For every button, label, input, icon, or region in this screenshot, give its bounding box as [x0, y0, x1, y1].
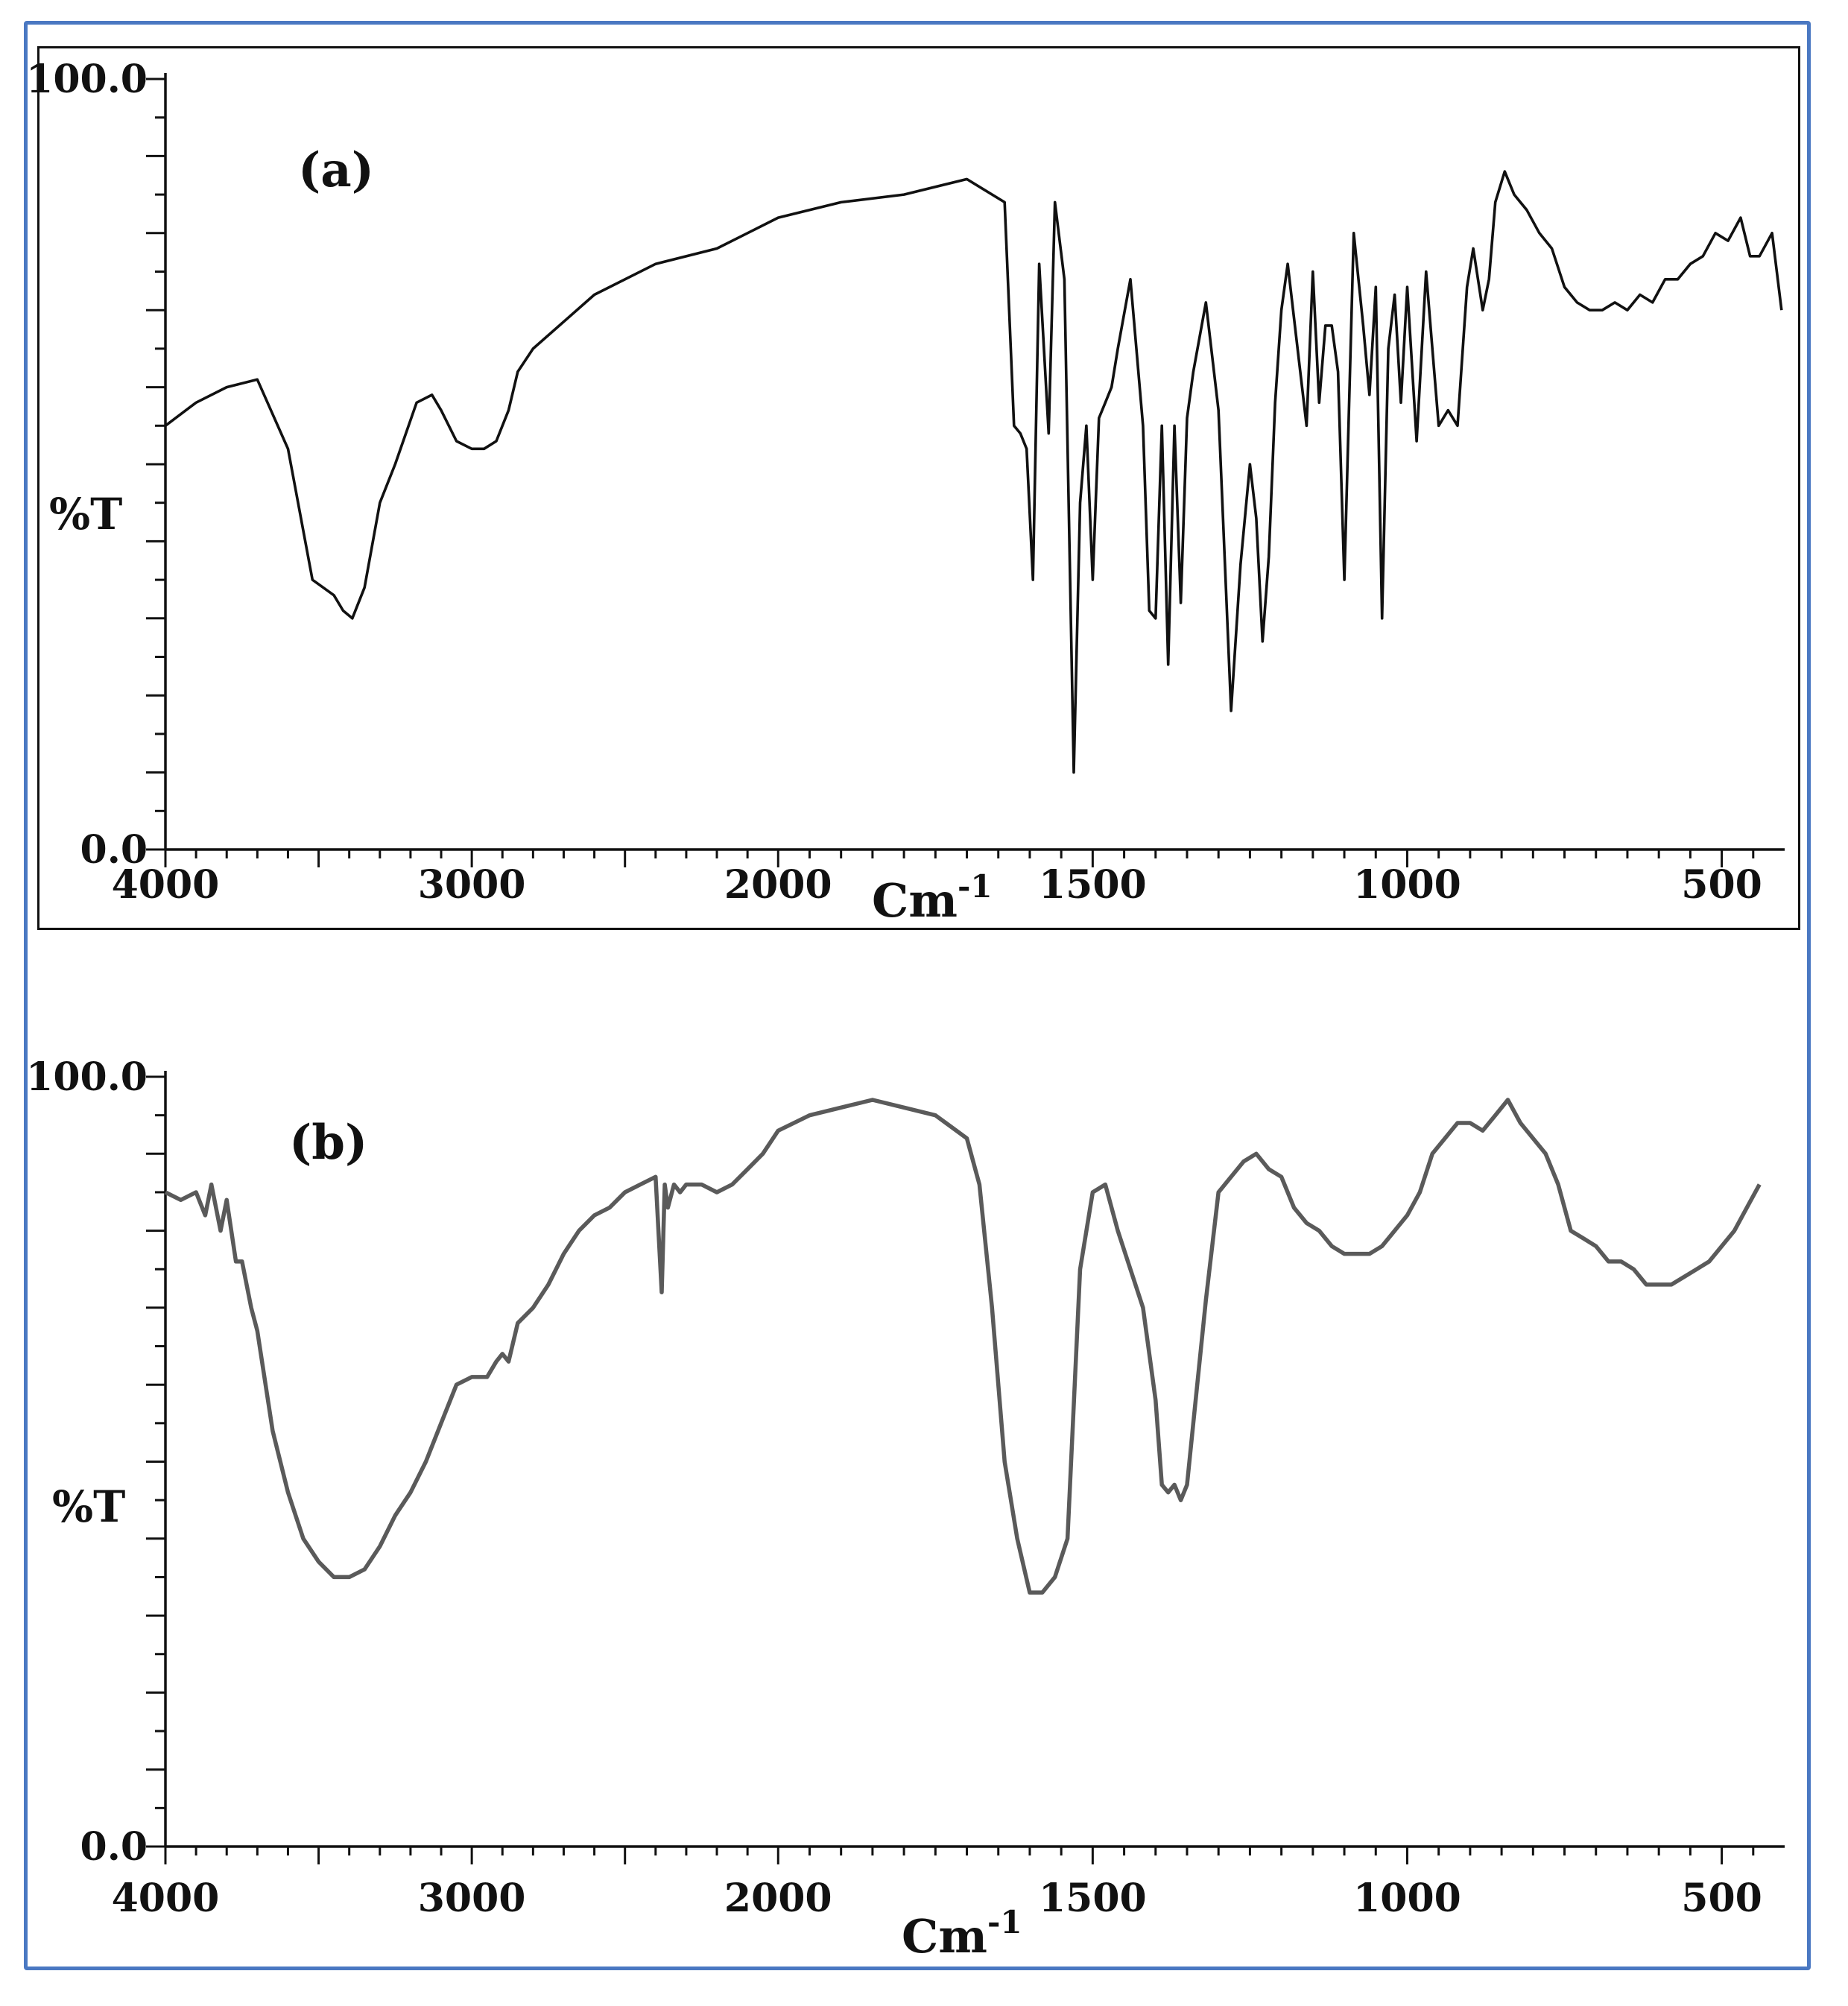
x-tick-label: 1000	[1353, 862, 1461, 908]
x-tick-label: 500	[1681, 862, 1762, 908]
x-tick-label: 2000	[724, 1876, 832, 1921]
panel-a-axes	[164, 73, 1785, 851]
panel-a-ticks	[146, 77, 1755, 867]
x-tick-label: 3000	[418, 1876, 526, 1921]
panel-b-axes	[164, 1071, 1785, 1848]
x-tick-label: 4000	[112, 862, 220, 908]
x-tick-label: 2000	[724, 862, 832, 908]
panel-b: (b) %T Cm-1 100.0 0.0 4000 3000 2000 1500 1000…	[26, 1054, 1785, 1964]
x-tick-label: 1500	[1039, 862, 1147, 908]
figure-frame	[24, 21, 1811, 1970]
panel-a-spectrum-line	[164, 170, 1783, 774]
panel-a-border	[37, 46, 1800, 930]
panel-b-ticks	[146, 1075, 1755, 1864]
panel-b-label: (b)	[289, 1115, 367, 1171]
panel-b-ylabel: %T	[52, 1481, 125, 1532]
y-tick-label: 0.0	[80, 1824, 148, 1870]
panel-a-xlabel: Cm-1	[872, 868, 993, 928]
x-tick-label: 1000	[1353, 1876, 1461, 1921]
panel-a-ylabel: %T	[49, 489, 122, 540]
x-tick-label: 500	[1681, 1876, 1762, 1921]
x-tick-label: 4000	[112, 1876, 220, 1921]
y-tick-label: 0.0	[80, 827, 148, 873]
x-tick-label: 3000	[418, 862, 526, 908]
x-tick-label: 1500	[1039, 1876, 1147, 1921]
panel-b-tick-labels: 100.0 0.0 4000 3000 2000 1500 1000 500	[26, 1054, 1762, 1921]
panel-b-spectrum-line	[164, 1098, 1762, 1595]
y-tick-label: 100.0	[26, 1054, 148, 1100]
panel-a-label: (a)	[298, 142, 374, 198]
y-tick-label: 100.0	[26, 57, 148, 102]
panel-b-xlabel: Cm-1	[902, 1904, 1022, 1964]
